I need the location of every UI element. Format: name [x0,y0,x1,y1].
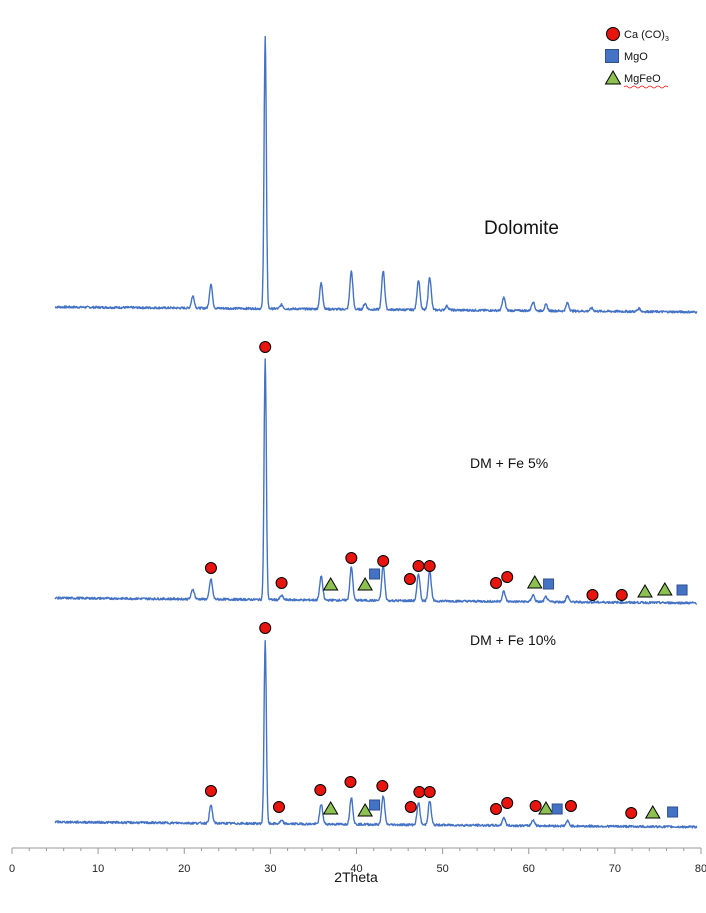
markers-layer [204,341,688,819]
mgfeo-marker [322,801,339,815]
mgo-marker [369,568,381,580]
legend: Ca (CO)3 MgO MgFeO [604,27,669,89]
calcite-marker [412,560,425,572]
x-tick-label: 0 [9,863,15,875]
calcite-marker [564,800,577,812]
mgfeo-marker [357,803,373,817]
mgo-marker [369,799,381,811]
x-axis: 0 10 20 30 40 50 60 70 80 [9,847,706,875]
calcite-marker [376,780,389,792]
mgfeo-marker [637,584,653,598]
traces-layer [54,35,698,829]
calcite-marker [625,807,638,819]
legend-calcite-label: Ca (CO)3 [624,29,669,43]
x-tick-label: 70 [609,863,621,875]
calcite-marker [259,622,272,634]
calcite-marker [501,797,514,809]
calcite-marker [615,589,628,601]
legend-calcite-marker [606,27,620,41]
calcite-marker [204,562,217,574]
mgfeo-marker [644,805,661,819]
calcite-marker [344,776,357,788]
x-tick-label: 20 [178,863,190,875]
x-tick-label: 60 [523,863,535,875]
legend-mgo-marker [605,49,619,63]
calcite-marker [413,786,426,798]
calcite-marker [423,560,436,572]
calcite-marker [272,801,285,813]
calcite-marker [586,589,599,601]
x-tick-label: 10 [92,863,104,875]
calcite-marker [501,571,514,583]
x-axis-label: 2Theta [334,869,378,885]
legend-mgo-label: MgO [624,51,648,63]
trace-label-fe10: DM + Fe 10% [470,632,556,648]
calcite-marker [490,803,503,815]
legend-mgfeo-underline [623,85,669,89]
legend-mgfeo-label: MgFeO [624,73,661,85]
mgfeo-marker [526,575,543,589]
calcite-marker [490,577,503,589]
calcite-marker [275,577,288,589]
mgfeo-marker [357,577,373,591]
mgo-marker [551,803,563,815]
calcite-marker [529,800,542,812]
mgo-marker [676,584,688,596]
trace-label-dolomite: Dolomite [484,218,559,239]
calcite-marker [377,555,390,567]
calcite-marker [345,552,358,564]
legend-mgfeo-marker [604,69,622,85]
calcite-marker [204,785,217,797]
mgo-marker [543,578,555,590]
trace-label-fe5: DM + Fe 5% [470,455,548,471]
mgfeo-marker [322,577,339,591]
mgo-marker [667,806,679,818]
x-tick-label: 50 [437,863,449,875]
mgfeo-marker [656,582,673,596]
calcite-marker [259,341,272,353]
x-tick-label: 30 [264,863,276,875]
trace-line [54,358,698,605]
trace-line [54,35,698,314]
calcite-marker [404,801,417,813]
x-tick-label: 40 [350,863,362,875]
calcite-marker [314,784,327,796]
calcite-marker [423,786,436,798]
calcite-marker [403,573,416,585]
mgfeo-marker [538,801,554,815]
trace-line [54,640,698,829]
x-tick-label: 80 [695,863,706,875]
